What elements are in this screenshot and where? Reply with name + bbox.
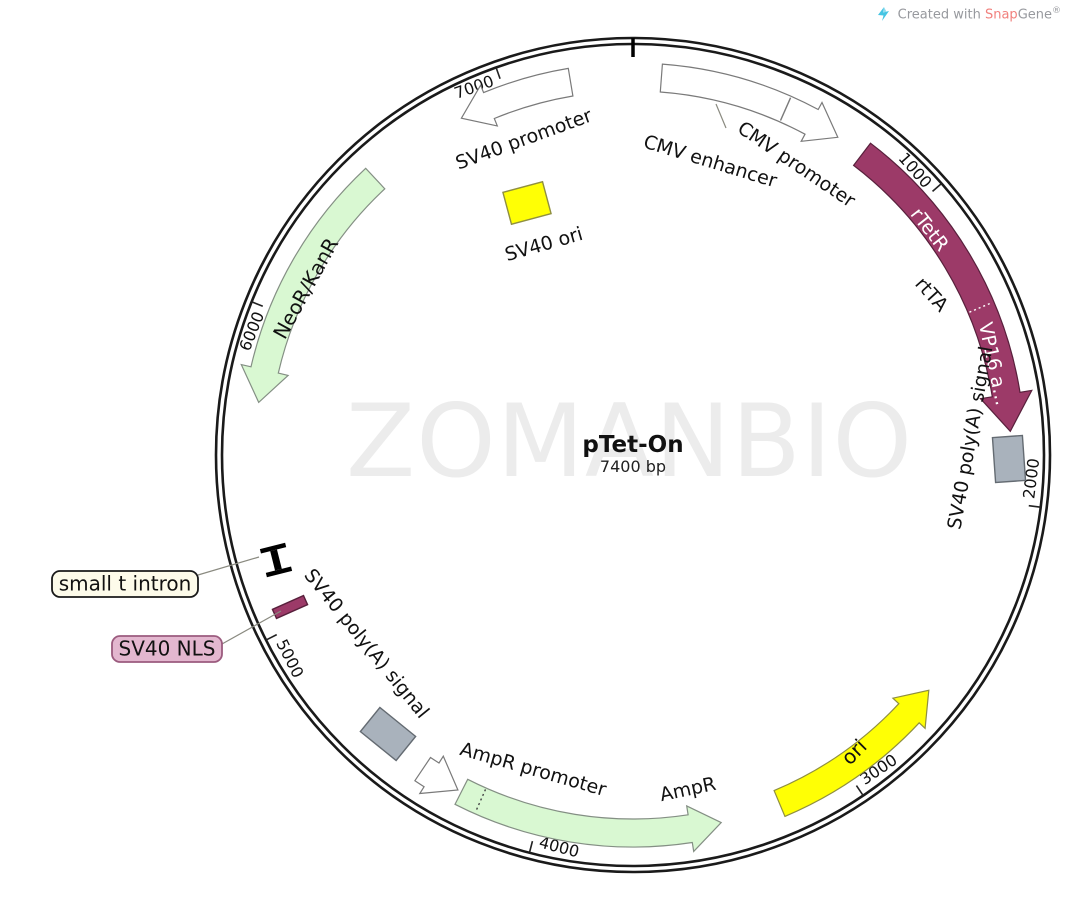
plasmid-size: 7400 bp (599, 457, 667, 477)
attribution-brand-snap: Snap (984, 7, 1018, 23)
attribution-text: Created with SnapGene® (898, 6, 1061, 22)
plasmid-title-block: pTet-On 7400 bp (582, 432, 683, 477)
feature-neor-kanr[interactable] (240, 167, 386, 404)
callout-sv40-nls[interactable] (111, 635, 223, 663)
attribution-brand-gene: Gene (1017, 7, 1052, 23)
feature-divider-ampr-0 (474, 789, 487, 813)
tick-mark-6000 (251, 301, 264, 307)
feature-ampr-promoter[interactable] (414, 754, 459, 795)
feature-sv40-ori-box[interactable] (502, 180, 552, 226)
tick-mark-1000 (931, 182, 943, 192)
feature-sv40-promoter[interactable] (460, 67, 574, 127)
feature-sv40-polya-signal-right-box[interactable] (991, 434, 1027, 484)
small-t-intron-leader-line (197, 556, 260, 576)
label-rtta[interactable]: rtTA (910, 273, 952, 316)
tick-mark-4000 (528, 840, 534, 853)
feature-divider-rtta-cds-0 (969, 301, 993, 313)
small-t-intron-marker[interactable] (259, 542, 293, 578)
feature-divider-cmv-enhancer-promoter-0 (779, 97, 792, 121)
intron-bar (270, 549, 282, 571)
feature-sv40-nls-box[interactable] (271, 594, 309, 620)
sv40-nls-leader-line (221, 610, 282, 645)
feature-rtta-cds[interactable] (852, 142, 1033, 433)
plasmid-name: pTet-On (582, 432, 684, 458)
attribution-registered-mark: ® (1052, 6, 1061, 16)
callout-small-t-intron[interactable] (51, 570, 199, 598)
tick-mark-7000 (495, 67, 501, 80)
label-ampr-label[interactable]: AmpR (658, 773, 718, 806)
feature-sv40-polya-signal-left-box[interactable] (359, 706, 417, 762)
tick-mark-2000 (1028, 504, 1041, 508)
callout-small-t-intron-label: small t intron (59, 572, 192, 596)
intron-serif-top (259, 542, 287, 554)
feature-cmv-enhancer-promoter[interactable] (659, 63, 839, 143)
intron-serif-bottom (265, 566, 293, 578)
snapgene-logo-icon (877, 7, 889, 22)
attribution-prefix: Created with (897, 7, 981, 23)
feature-ampr[interactable] (454, 778, 723, 853)
cmv-promoter-leader (715, 103, 727, 129)
label-sv40-polya-signal-left[interactable]: SV40 poly(A) signal (299, 565, 433, 723)
label-sv40-polya-signal-right[interactable]: SV40 poly(A) signal (944, 345, 998, 532)
snapgene-attribution: Created with SnapGene® (876, 6, 1061, 22)
tick-mark-3000 (855, 785, 864, 796)
callout-sv40-nls-label: SV40 NLS (119, 637, 216, 661)
label-sv40-ori-label[interactable]: SV40 ori (502, 223, 585, 266)
tick-mark-5000 (265, 633, 278, 641)
feature-ori[interactable] (773, 689, 930, 818)
watermark: ZOMANBIO (346, 382, 914, 500)
